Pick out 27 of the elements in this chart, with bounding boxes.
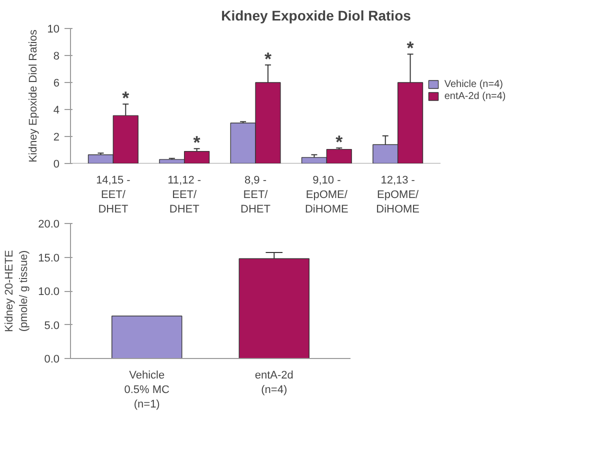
- y-tick-label: 6: [53, 78, 60, 90]
- legend-label: Vehicle (n=4): [444, 78, 503, 90]
- y-tick-label: 10: [47, 24, 60, 36]
- y-axis-title: Kidney 20-HETE (pmole/ g tissue): [4, 250, 30, 332]
- x-tick-label: 12,13 - EpOME/ DiHOME: [376, 174, 420, 216]
- y-tick-label: 4: [53, 104, 60, 116]
- y-tick-label: 5.0: [44, 320, 60, 332]
- x-tick-label: Vehicle 0.5% MC (n=1): [124, 370, 170, 410]
- y-tick-label: 20.0: [38, 218, 60, 230]
- annotation: *: [406, 38, 414, 58]
- annotation: *: [193, 132, 200, 153]
- y-tick-label: 8: [53, 50, 60, 62]
- y-tick-label: 0.0: [44, 354, 60, 366]
- y-tick-label: 0: [53, 158, 60, 170]
- annotation: *: [122, 88, 130, 108]
- y-axis-title: Kidney Epoxide Diol Ratios: [27, 29, 40, 162]
- y-tick-label: 10.0: [38, 286, 60, 298]
- legend-label: entA-2d (n=4): [444, 90, 506, 102]
- y-tick-label: 2: [53, 132, 60, 144]
- x-tick-label: 9,10 - EpOME/ DiHOME: [304, 174, 348, 216]
- x-tick-label: 11,12 - EET/ DHET: [168, 174, 202, 216]
- annotation: *: [264, 48, 272, 69]
- x-tick-label: 14,15 - EET/ DHET: [96, 174, 131, 216]
- y-tick-label: 15.0: [38, 252, 60, 264]
- x-tick-label: 8,9 - EET/ DHET: [240, 174, 271, 216]
- annotation: *: [336, 132, 343, 152]
- chart-title: Kidney Expoxide Diol Ratios: [221, 8, 412, 24]
